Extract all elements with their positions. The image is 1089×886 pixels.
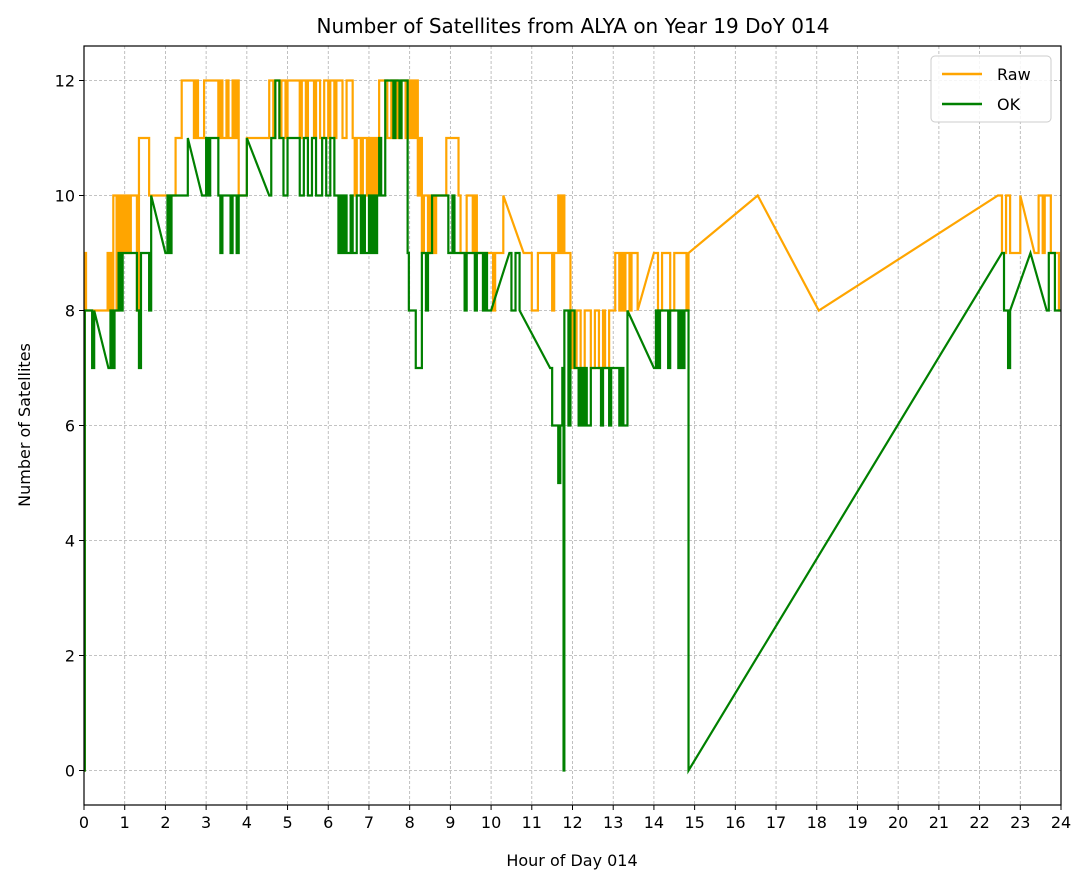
x-tick-label: 5 [282, 813, 292, 832]
x-tick-label: 17 [766, 813, 786, 832]
y-axis-title: Number of Satellites [15, 343, 34, 507]
x-tick-label: 6 [323, 813, 333, 832]
x-tick-label: 21 [929, 813, 949, 832]
x-tick-label: 13 [603, 813, 623, 832]
x-tick-label: 7 [364, 813, 374, 832]
legend-raw-label: Raw [997, 65, 1031, 84]
x-tick-label: 23 [1010, 813, 1030, 832]
x-tick-label: 19 [847, 813, 867, 832]
x-tick-label: 24 [1051, 813, 1071, 832]
x-tick-label: 12 [562, 813, 582, 832]
y-tick-label: 12 [55, 72, 75, 91]
x-tick-label: 14 [644, 813, 664, 832]
legend-box [930, 55, 1052, 123]
legend: Raw OK [930, 55, 1052, 123]
x-tick-label: 18 [807, 813, 827, 832]
chart-title: Number of Satellites from ALYA on Year 1… [317, 14, 830, 38]
ticks: 0 1 2 3 4 5 6 7 8 9 10 11 12 13 14 15 16 17 18 19 20 21 22 23 24… [55, 72, 1072, 833]
x-tick-label: 10 [481, 813, 501, 832]
y-tick-label: 8 [65, 302, 75, 321]
x-tick-label: 1 [120, 813, 130, 832]
x-tick-label: 11 [522, 813, 542, 832]
y-tick-label: 4 [65, 532, 75, 551]
grid [83, 46, 1062, 805]
x-tick-label: 8 [405, 813, 415, 832]
series-layer [83, 79, 1061, 775]
legend-ok-label: OK [997, 95, 1021, 114]
y-tick-label: 0 [65, 762, 75, 781]
y-tick-label: 10 [55, 187, 75, 206]
x-tick-label: 0 [79, 813, 89, 832]
x-tick-label: 9 [445, 813, 455, 832]
y-tick-label: 6 [65, 417, 75, 436]
x-tick-label: 15 [684, 813, 704, 832]
x-tick-label: 22 [969, 813, 989, 832]
y-tick-label: 2 [65, 647, 75, 666]
series-line-ok [83, 79, 1061, 775]
x-tick-label: 4 [242, 813, 252, 832]
x-tick-label: 2 [160, 813, 170, 832]
x-tick-label: 20 [888, 813, 908, 832]
x-tick-label: 16 [725, 813, 745, 832]
x-axis-title: Hour of Day 014 [506, 851, 637, 870]
x-tick-label: 3 [201, 813, 211, 832]
